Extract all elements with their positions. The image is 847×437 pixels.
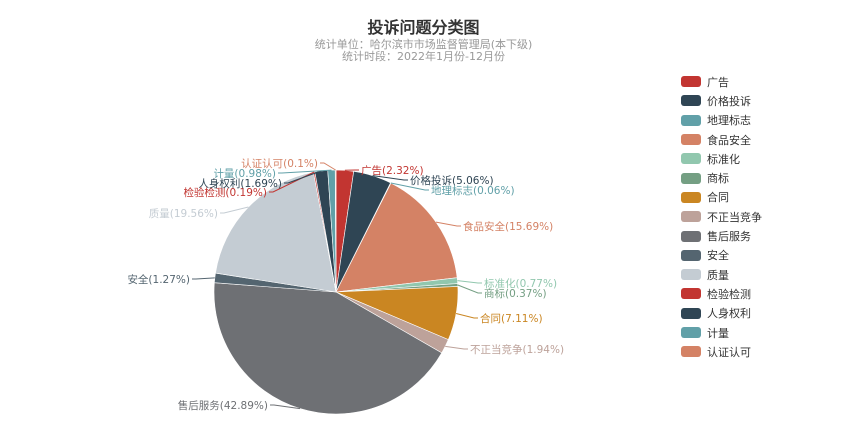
pie-data-label-7: 合同(7.11%) xyxy=(480,312,543,325)
pie-label-line-7 xyxy=(455,313,478,319)
legend-label-3: 地理标志 xyxy=(707,114,751,128)
pie-label-line-15 xyxy=(320,162,336,171)
pie-data-label-8: 不正当竞争(1.94%) xyxy=(470,343,564,356)
pie-label-line-14 xyxy=(278,169,332,174)
pie-slice-9[interactable] xyxy=(213,282,443,415)
pie-data-label-13: 人身权利(1.69%) xyxy=(198,177,282,190)
legend-label-10: 安全 xyxy=(707,249,729,263)
legend-swatch-8 xyxy=(681,211,701,223)
pie-data-label-15: 认证认可(0.1%) xyxy=(241,157,318,170)
legend-item-13[interactable]: 人身权利 xyxy=(681,304,762,323)
legend-item-4[interactable]: 食品安全 xyxy=(681,130,762,149)
legend-swatch-11 xyxy=(681,269,701,281)
pie-label-line-3 xyxy=(390,182,429,191)
chart-title: 投诉问题分类图 xyxy=(367,18,480,37)
legend-item-8[interactable]: 不正当竞争 xyxy=(681,207,762,226)
chart-subtitle-unit: 统计单位：哈尔滨市市场监督管理局(本下级) xyxy=(314,38,533,51)
pie-label-line-2 xyxy=(372,175,408,181)
pie-label-line-11 xyxy=(220,206,249,214)
legend-label-15: 认证认可 xyxy=(707,345,751,359)
pie-label-line-6 xyxy=(457,284,482,294)
pie-data-label-11: 质量(19.56%) xyxy=(149,208,218,220)
legend-label-13: 人身权利 xyxy=(707,307,751,321)
pie-label-line-4 xyxy=(435,221,461,227)
legend-swatch-2 xyxy=(681,95,701,107)
legend-swatch-6 xyxy=(681,172,701,184)
chart-subtitle-period: 统计时段：2022年1月份-12月份 xyxy=(342,50,505,63)
legend-swatch-5 xyxy=(681,153,701,165)
legend-label-12: 检验检测 xyxy=(707,287,751,301)
pie-slice-4[interactable] xyxy=(335,182,458,293)
legend-swatch-1 xyxy=(681,76,701,88)
legend-item-15[interactable]: 认证认可 xyxy=(681,342,762,361)
pie-data-label-1: 广告(2.32%) xyxy=(361,164,424,177)
legend-label-11: 质量 xyxy=(707,268,729,282)
legend-swatch-4 xyxy=(681,134,701,146)
pie-label-line-8 xyxy=(445,345,468,350)
legend-label-7: 合同 xyxy=(707,191,729,205)
pie-data-label-6: 商标(0.37%) xyxy=(484,287,547,300)
legend-label-14: 计量 xyxy=(707,326,729,340)
legend-swatch-7 xyxy=(681,191,701,203)
legend-label-9: 售后服务 xyxy=(707,230,751,244)
pie-data-label-4: 食品安全(15.69%) xyxy=(463,220,553,233)
pie-data-label-5: 标准化(0.77%) xyxy=(484,277,557,290)
legend-item-2[interactable]: 价格投诉 xyxy=(681,91,762,110)
legend-item-6[interactable]: 商标 xyxy=(681,168,762,187)
pie-label-line-13 xyxy=(284,170,322,184)
legend-swatch-12 xyxy=(681,288,701,300)
legend-item-7[interactable]: 合同 xyxy=(681,188,762,207)
pie-label-line-10 xyxy=(192,277,215,280)
legend-item-12[interactable]: 检验检测 xyxy=(681,284,762,303)
legend-item-10[interactable]: 安全 xyxy=(681,246,762,265)
pie-label-line-9 xyxy=(270,404,301,410)
pie-data-label-12: 检验检测(0.19%) xyxy=(183,186,267,199)
legend-swatch-15 xyxy=(681,346,701,358)
legend-swatch-13 xyxy=(681,307,701,319)
pie-label-line-5 xyxy=(457,280,482,284)
legend-label-5: 标准化 xyxy=(707,152,740,166)
legend-label-8: 不正当竞争 xyxy=(707,210,762,224)
legend-label-2: 价格投诉 xyxy=(707,94,751,108)
pie-data-label-9: 售后服务(42.89%) xyxy=(178,399,268,412)
legend-item-14[interactable]: 计量 xyxy=(681,323,762,342)
pie-data-label-2: 价格投诉(5.06%) xyxy=(410,174,494,187)
legend-swatch-3 xyxy=(681,114,701,126)
legend-item-9[interactable]: 售后服务 xyxy=(681,226,762,245)
pie-data-label-14: 计量(0.98%) xyxy=(213,167,276,180)
legend-swatch-9 xyxy=(681,230,701,242)
legend-label-1: 广告 xyxy=(707,75,729,89)
legend-item-1[interactable]: 广告 xyxy=(681,72,762,91)
legend-item-3[interactable]: 地理标志 xyxy=(681,111,762,130)
legend-swatch-14 xyxy=(681,327,701,338)
legend-label-4: 食品安全 xyxy=(707,133,751,147)
legend-item-5[interactable]: 标准化 xyxy=(681,149,762,168)
pie-data-label-3: 地理标志(0.06%) xyxy=(431,184,515,197)
legend-swatch-10 xyxy=(681,249,701,261)
pie-slice-11[interactable] xyxy=(215,171,337,293)
legend: 广告价格投诉地理标志食品安全标准化商标合同不正当竞争售后服务安全质量检验检测人身… xyxy=(681,72,762,361)
legend-label-6: 商标 xyxy=(707,172,729,186)
legend-item-11[interactable]: 质量 xyxy=(681,265,762,284)
pie-data-label-10: 安全(1.27%) xyxy=(127,273,190,286)
